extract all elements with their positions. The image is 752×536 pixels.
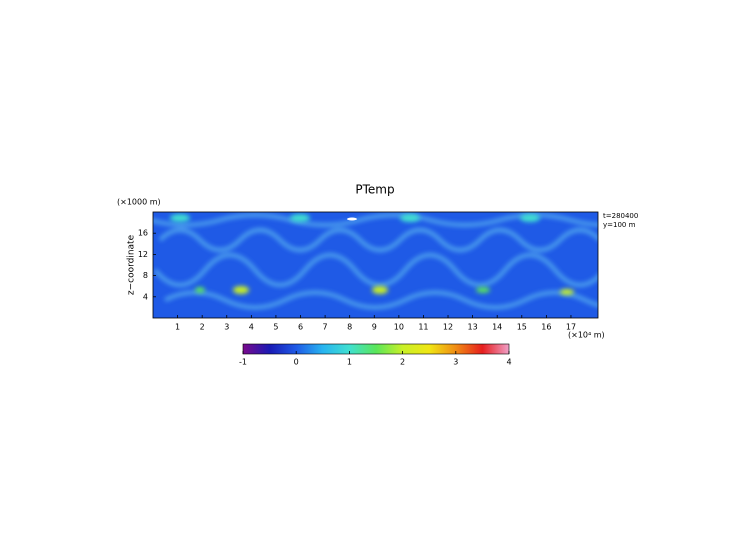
x-tick-label: 9 [372, 323, 377, 332]
y-tick-label: 8 [143, 271, 148, 280]
x-tick-label: 15 [517, 323, 527, 332]
colorbar-tick-label: 0 [294, 358, 299, 367]
field [153, 212, 598, 318]
annotation: y=100 m [603, 221, 636, 229]
x-tick-label: 3 [224, 323, 229, 332]
colorbar-tick-label: 4 [506, 358, 511, 367]
x-tick-label: 16 [541, 323, 551, 332]
x-tick-label: 4 [249, 323, 254, 332]
y-tick-label: 16 [138, 229, 148, 238]
x-tick-label: 12 [443, 323, 453, 332]
colorbar-tick-label: 2 [400, 358, 405, 367]
x-tick-label: 2 [200, 323, 205, 332]
x-tick-label: 13 [468, 323, 478, 332]
colorbar [242, 343, 510, 355]
y-tick-label: 4 [143, 292, 148, 301]
x-tick-label: 5 [273, 323, 278, 332]
x-unit-label: (×10⁴ m) [568, 331, 605, 340]
colorbar-tick-label: -1 [239, 358, 247, 367]
x-tick-label: 17 [566, 323, 576, 332]
x-tick-label: 7 [323, 323, 328, 332]
x-tick-label: 10 [394, 323, 404, 332]
chart-title: PTemp [355, 183, 394, 197]
x-tick-label: 14 [492, 323, 502, 332]
y-tick-label: 12 [138, 250, 148, 259]
colorbar-tick-label: 3 [453, 358, 458, 367]
y-unit-label: (×1000 m) [117, 198, 161, 207]
y-axis-label: z−coordinate [127, 234, 137, 295]
colorbar-tick-label: 1 [347, 358, 352, 367]
annotation: t=280400 [603, 212, 638, 220]
plot-frame [152, 211, 599, 319]
x-tick-label: 11 [418, 323, 428, 332]
x-tick-label: 1 [175, 323, 180, 332]
x-tick-label: 8 [347, 323, 352, 332]
x-tick-label: 6 [298, 323, 303, 332]
